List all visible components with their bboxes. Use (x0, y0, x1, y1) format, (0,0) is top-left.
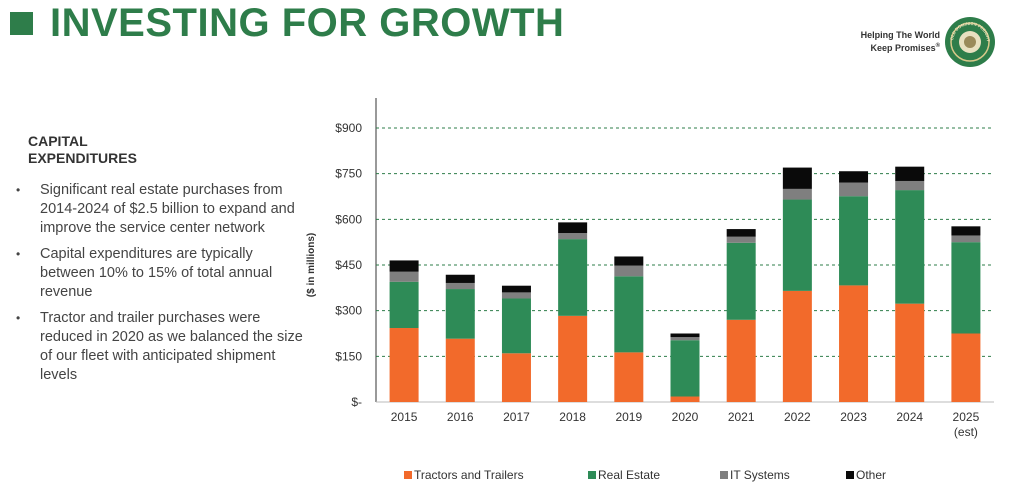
legend-label: Tractors and Trailers (414, 468, 524, 482)
bullet-text: Significant real estate purchases from 2… (40, 182, 295, 236)
x-tick-label: 2022 (784, 410, 811, 424)
bar-tractors-and-trailers-2023 (839, 285, 869, 402)
bar-tractors-and-trailers-2018 (558, 315, 588, 402)
bar-real-estate-2022 (782, 199, 812, 291)
bar-tractors-and-trailers-2024 (895, 303, 925, 402)
tagline: Helping The World Keep Promises® (800, 30, 940, 54)
bar-tractors-and-trailers-2015 (389, 328, 419, 402)
capex-heading-line-2: EXPENDITURES (28, 150, 137, 166)
bar-other-2025 (951, 226, 981, 236)
bar-other-2018 (558, 222, 588, 234)
y-tick-label: $750 (335, 167, 362, 181)
capex-stacked-bar-chart: $- $150 $300 $450 $600 $750 $900 ($ in millions… (306, 98, 994, 439)
bullet-dot-icon: • (16, 183, 21, 197)
bullet-item: • Significant real estate purchases from … (16, 181, 306, 238)
y-tick-label: $600 (335, 212, 362, 226)
legend-item: Other (846, 468, 886, 482)
bar-tractors-and-trailers-2020 (670, 396, 700, 402)
bar-it-systems-2019 (614, 265, 644, 277)
legend-swatch-icon (588, 471, 596, 479)
bullet-item: • Capital expenditures are typically betw… (16, 245, 306, 302)
bullet-dot-icon: • (16, 247, 21, 261)
bar-real-estate-2023 (839, 196, 869, 286)
x-tick-label: 2016 (447, 410, 474, 424)
bullet-text: Tractor and trailer purchases were reduc… (40, 310, 303, 383)
bar-other-2016 (445, 274, 475, 283)
legend-swatch-icon (846, 471, 854, 479)
legend-item: Real Estate (588, 468, 660, 482)
x-tick-sublabel: (est) (954, 425, 978, 439)
legend-item: Tractors and Trailers (404, 468, 524, 482)
registered-mark: ® (935, 43, 940, 49)
bullet-dot-icon: • (16, 311, 21, 325)
tagline-line-2: Keep Promises® (870, 43, 940, 53)
x-tick-label: 2021 (728, 410, 755, 424)
legend-label: Other (856, 468, 887, 482)
x-tick-label: 2025 (953, 410, 980, 424)
legend-swatch-icon (720, 471, 728, 479)
bar-other-2019 (614, 256, 644, 266)
legend-label: IT Systems (730, 468, 790, 482)
bar-tractors-and-trailers-2022 (782, 290, 812, 402)
bullet-item: • Tractor and trailer purchases were redu… (16, 309, 306, 385)
x-tick-label: 2019 (615, 410, 642, 424)
bar-it-systems-2016 (445, 282, 475, 290)
bar-real-estate-2025 (951, 242, 981, 334)
bar-other-2022 (782, 167, 812, 189)
company-logo-icon: OLD DOMINION FREIGHT LINE (944, 16, 995, 67)
title-square-icon (10, 12, 33, 35)
bar-it-systems-2024 (895, 180, 925, 191)
bar-it-systems-2020 (670, 337, 700, 341)
bar-other-2017 (501, 285, 531, 293)
bar-real-estate-2024 (895, 190, 925, 304)
bar-tractors-and-trailers-2019 (614, 352, 644, 402)
bar-tractors-and-trailers-2017 (501, 353, 531, 402)
y-tick-label: $- (351, 395, 362, 409)
bar-real-estate-2021 (726, 242, 756, 320)
bar-it-systems-2018 (558, 233, 588, 240)
bullet-text: Capital expenditures are typically betwe… (40, 246, 273, 300)
bullet-list: • Significant real estate purchases from … (16, 181, 306, 392)
x-tick-label: 2017 (503, 410, 530, 424)
bar-real-estate-2020 (670, 340, 700, 397)
x-tick-label: 2015 (391, 410, 418, 424)
capex-heading-line-1: CAPITAL (28, 133, 88, 149)
bar-other-2015 (389, 260, 419, 272)
bar-it-systems-2023 (839, 182, 869, 197)
legend-label: Real Estate (598, 468, 661, 482)
bar-it-systems-2017 (501, 292, 531, 299)
x-tick-label: 2023 (840, 410, 867, 424)
bar-real-estate-2019 (614, 276, 644, 353)
bar-real-estate-2017 (501, 298, 531, 354)
bar-it-systems-2015 (389, 271, 419, 282)
x-tick-label: 2020 (672, 410, 699, 424)
x-tick-label: 2018 (559, 410, 586, 424)
bar-it-systems-2025 (951, 235, 981, 243)
bar-other-2024 (895, 166, 925, 181)
bar-other-2021 (726, 229, 756, 237)
bar-tractors-and-trailers-2016 (445, 338, 475, 402)
tagline-line-1: Helping The World (860, 30, 940, 40)
legend-swatch-icon (404, 471, 412, 479)
bar-real-estate-2016 (445, 289, 475, 339)
bar-tractors-and-trailers-2025 (951, 333, 981, 402)
bar-it-systems-2021 (726, 236, 756, 243)
bar-other-2023 (839, 171, 869, 183)
y-tick-label: $450 (335, 258, 362, 272)
capex-heading: CAPITAL EXPENDITURES (28, 133, 228, 167)
bar-other-2020 (670, 333, 700, 338)
bar-tractors-and-trailers-2021 (726, 319, 756, 402)
page-title: INVESTING FOR GROWTH (50, 1, 565, 45)
bar-real-estate-2018 (558, 239, 588, 316)
y-tick-label: $150 (335, 349, 362, 363)
x-tick-label: 2024 (896, 410, 923, 424)
bar-real-estate-2015 (389, 281, 419, 329)
y-tick-label: $300 (335, 304, 362, 318)
y-tick-label: $900 (335, 121, 362, 135)
legend-item: IT Systems (720, 468, 790, 482)
y-axis-title: ($ in millions) (306, 233, 317, 297)
bar-it-systems-2022 (782, 188, 812, 200)
